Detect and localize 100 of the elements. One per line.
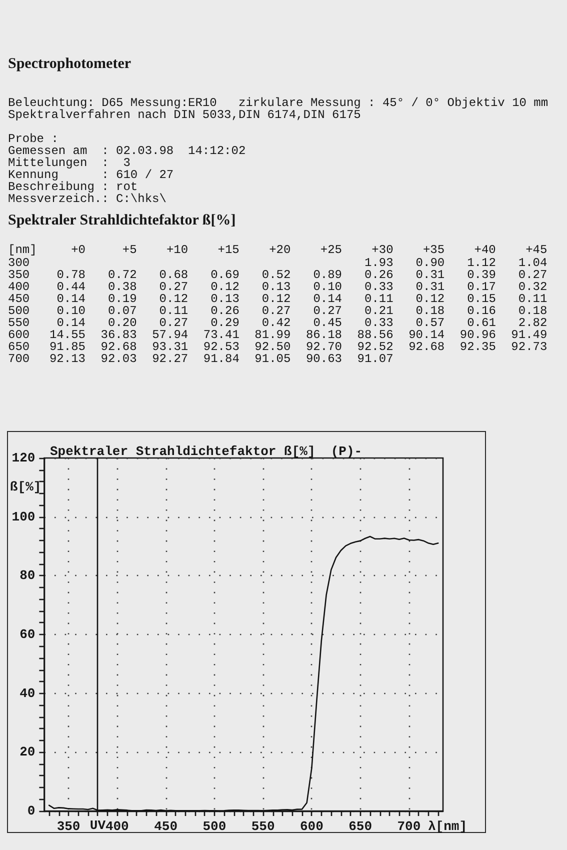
y-tick-label: 550 — [8, 316, 30, 330]
y-tick-label: 650 — [8, 340, 30, 354]
data-label: 0.18 — [518, 304, 548, 318]
y-tick-label: 40 — [20, 686, 36, 701]
data-label: 0.12 — [210, 280, 240, 294]
y-axis-title: [nm] — [8, 243, 37, 257]
y-tick-label: 600 — [8, 328, 30, 342]
data-label: 36.83 — [100, 328, 137, 342]
y-tick-label: 20 — [20, 744, 36, 760]
data-label: 14.55 — [49, 328, 86, 342]
data-label: 81.99 — [254, 328, 291, 342]
data-label: 0.12 — [416, 292, 445, 306]
x-tick-label: 500 — [202, 819, 226, 834]
text: Spektralverfahren nach DIN 5033,DIN 6174,DIN 6175 — [8, 108, 361, 122]
data-label: 0.68 — [159, 268, 188, 282]
data-label: 0.31 — [416, 280, 445, 294]
x-tick-label: 700 — [397, 819, 421, 834]
data-label: 0.90 — [416, 256, 445, 270]
y-tick-label: 700 — [8, 352, 30, 366]
data-label: 0.17 — [467, 280, 496, 294]
data-label: 0.14 — [56, 316, 86, 330]
data-label: 92.27 — [152, 352, 188, 366]
data-label: 0.52 — [262, 268, 291, 282]
data-label: 91.07 — [357, 352, 394, 366]
x-tick-label: +20 — [269, 243, 291, 257]
data-label: 0.27 — [262, 304, 291, 318]
y-tick-label: 100 — [12, 509, 36, 524]
x-tick-label: +15 — [218, 243, 240, 257]
data-label: 0.44 — [56, 280, 86, 294]
data-label: 90.14 — [408, 328, 445, 342]
y-axis-title: ß[%] — [10, 480, 42, 494]
data-label: 92.35 — [460, 340, 496, 354]
data-label: 92.73 — [511, 340, 548, 354]
data-label: 92.53 — [203, 340, 240, 354]
text: Gemessen am : 02.03.98 14:12:02 — [8, 144, 246, 158]
data-label: 0.11 — [159, 304, 188, 318]
data-label: 0.10 — [56, 304, 86, 318]
data-label: 1.93 — [364, 256, 394, 270]
data-label: 92.50 — [254, 340, 291, 354]
data-label: 0.11 — [364, 292, 394, 306]
y-tick-label: 80 — [20, 568, 36, 584]
ref-line-label: UV — [90, 818, 106, 833]
y-tick-label: 0 — [27, 804, 36, 818]
data-label: 86.18 — [306, 328, 342, 342]
data-label: 91.05 — [254, 352, 291, 366]
text: Beschreibung : rot — [8, 180, 138, 194]
data-label: 0.26 — [210, 304, 240, 318]
data-label: 0.31 — [416, 268, 445, 282]
data-label: 0.16 — [467, 304, 496, 318]
x-tick-label: +25 — [320, 243, 342, 257]
data-label: 90.96 — [460, 328, 496, 342]
x-tick-label: 350 — [56, 819, 80, 834]
x-tick-label: 600 — [300, 819, 324, 834]
data-label: 92.70 — [306, 340, 342, 354]
data-label: 0.14 — [313, 292, 342, 306]
data-label: 0.20 — [108, 316, 137, 330]
data-label: 57.94 — [152, 328, 188, 342]
data-label: 0.33 — [364, 316, 394, 330]
text: Beleuchtung: D65 Messung:ER10 zirkulare Messung : 45° / 0° Objektiv 10 mm — [8, 96, 548, 110]
data-label: 0.13 — [210, 292, 240, 306]
data-label: 0.26 — [364, 268, 394, 282]
data-label: 0.27 — [159, 316, 188, 330]
x-tick-label: 400 — [105, 819, 130, 834]
data-label: 0.33 — [364, 280, 394, 294]
data-label: 0.42 — [262, 316, 291, 330]
data-label: 1.12 — [467, 256, 496, 270]
x-tick-label: +30 — [372, 243, 394, 257]
x-tick-label: 550 — [251, 819, 275, 834]
data-label: 2.82 — [518, 316, 548, 330]
x-tick-label: +45 — [526, 243, 548, 257]
x-tick-label: +35 — [422, 243, 445, 257]
data-label: 0.39 — [467, 268, 496, 282]
data-label: 0.89 — [313, 268, 342, 282]
x-tick-label: 450 — [154, 819, 178, 834]
data-label: 0.27 — [313, 304, 342, 318]
x-tick-label: +10 — [166, 243, 188, 257]
text: Kennung : 610 / 27 — [8, 168, 174, 182]
y-tick-label: 300 — [8, 256, 30, 270]
text: Spectrophotometer — [8, 55, 132, 73]
data-label: 0.29 — [210, 316, 240, 330]
text: Probe : — [8, 132, 58, 146]
data-label: 0.07 — [108, 304, 137, 318]
data-label: 0.12 — [262, 292, 291, 306]
data-label: 91.84 — [203, 352, 240, 366]
data-label: 0.32 — [518, 280, 548, 294]
data-label: 92.03 — [100, 352, 137, 366]
data-label: 92.68 — [100, 340, 137, 354]
y-tick-label: 450 — [8, 292, 30, 306]
data-label: 0.72 — [108, 268, 137, 282]
x-tick-label: 650 — [348, 819, 372, 834]
data-label: 0.27 — [159, 280, 188, 294]
data-label: 0.10 — [313, 280, 342, 294]
text: Mittelungen : 3 — [8, 156, 130, 170]
chart-title: Spektraler Strahldichtefaktor ß[%] (P)- — [50, 444, 362, 459]
data-label: 1.04 — [518, 256, 548, 270]
x-tick-label: +0 — [71, 243, 86, 257]
data-label: 0.12 — [159, 292, 188, 306]
y-tick-label: 120 — [12, 450, 36, 466]
data-label: 92.68 — [408, 340, 445, 354]
data-label: 0.61 — [467, 316, 496, 330]
